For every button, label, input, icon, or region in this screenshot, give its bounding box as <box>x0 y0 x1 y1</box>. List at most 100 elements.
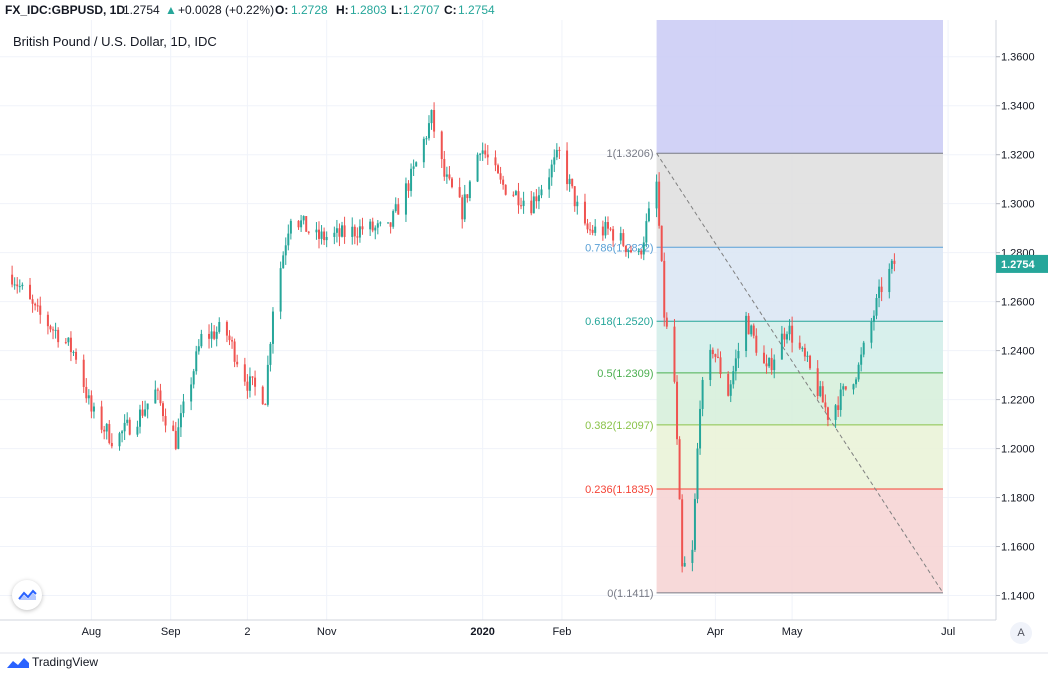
candle-body <box>427 123 430 139</box>
candle-body <box>568 178 571 185</box>
candle-body <box>550 164 553 178</box>
candle-body <box>844 386 847 390</box>
candle-body <box>243 364 246 382</box>
candle-body <box>788 325 791 335</box>
price-chart[interactable]: 1(1.3206) 0.786(1.2822) 0.618(1.2520) 0.5(1… <box>0 20 1048 654</box>
candle-body <box>138 409 141 427</box>
candle-body <box>476 154 479 182</box>
candle-body <box>208 333 211 339</box>
candle-body <box>200 333 203 347</box>
time-tick-label: Feb <box>552 626 571 638</box>
fib-level-label: 0.382(1.2097) <box>585 420 654 432</box>
candle-body <box>284 245 287 256</box>
candle-body <box>576 201 579 207</box>
fib-level-label: 0.618(1.2520) <box>585 316 654 328</box>
open-label: O: <box>275 3 289 17</box>
candle-body <box>762 352 765 364</box>
auto-scale-button[interactable]: A <box>1010 622 1032 644</box>
candle-body <box>213 331 216 339</box>
candle-body <box>450 178 453 188</box>
candle-body <box>878 286 881 298</box>
chart-title: British Pound / U.S. Dollar, 1D, IDC <box>13 34 217 49</box>
change-value: +0.0028 (+0.22%) <box>178 3 275 17</box>
low-label: L: <box>391 3 403 17</box>
candle-body <box>499 173 502 180</box>
candle-body <box>627 250 630 253</box>
time-tick-label: Apr <box>707 626 724 638</box>
candle-body <box>604 222 607 236</box>
candle-body <box>589 229 592 231</box>
candle-body <box>353 226 356 237</box>
candle-body <box>156 389 159 391</box>
candle-body <box>90 395 93 412</box>
candle-body <box>842 386 845 390</box>
candle-body <box>67 337 70 343</box>
candle-body <box>407 183 410 191</box>
candle-body <box>271 311 274 344</box>
candle-body <box>872 315 875 322</box>
candle-body <box>448 174 451 179</box>
candle-body <box>123 422 126 432</box>
candle-body <box>215 331 218 339</box>
close-label: C: <box>444 3 457 17</box>
candle-body <box>430 110 433 124</box>
candle-body <box>676 381 679 440</box>
candle-body <box>502 179 505 185</box>
candle-body <box>591 229 594 233</box>
candle-body <box>54 329 57 331</box>
candle-body <box>522 200 525 207</box>
candle-body <box>325 236 328 241</box>
candle-body <box>323 231 326 241</box>
candle-body <box>300 220 303 228</box>
candle-body <box>798 342 801 349</box>
candle-body <box>358 226 361 238</box>
candle-body <box>606 222 609 229</box>
candle-body <box>494 157 497 166</box>
candle-body <box>374 227 377 231</box>
fib-extension-zone <box>656 20 943 154</box>
fib-level-label: 1(1.3206) <box>606 148 653 160</box>
candle-body <box>622 233 625 246</box>
candle-body <box>233 341 236 362</box>
candle-body <box>72 351 75 353</box>
candle-body <box>640 250 643 255</box>
candle-body <box>443 159 446 177</box>
candle-body <box>809 355 812 369</box>
tradingview-badge-button[interactable] <box>12 580 42 610</box>
candle-body <box>11 274 14 285</box>
candle-body <box>826 407 829 420</box>
candle-body <box>75 351 78 360</box>
candle-body <box>195 351 198 372</box>
candle-body <box>387 222 390 224</box>
candle-body <box>36 305 39 307</box>
candle-body <box>716 356 719 358</box>
candle-body <box>601 226 604 236</box>
price-tick-label: 1.3200 <box>1001 150 1035 162</box>
candle-body <box>637 250 640 253</box>
candle-body <box>691 549 694 563</box>
candle-body <box>351 226 354 237</box>
candle-body <box>297 220 300 228</box>
candle-body <box>174 430 177 449</box>
candle-body <box>537 195 540 202</box>
candle-body <box>39 305 42 315</box>
candle-body <box>49 326 52 330</box>
candle-body <box>287 233 290 246</box>
candle-body <box>893 260 896 264</box>
candle-body <box>266 364 269 405</box>
fib-band <box>656 247 943 322</box>
candle-body <box>663 260 666 318</box>
candle-body <box>711 349 714 355</box>
candle-body <box>369 221 372 230</box>
candle-body <box>594 226 597 233</box>
candle-body <box>755 335 758 353</box>
candle-body <box>481 150 484 154</box>
candle-body <box>719 357 722 375</box>
candle-body <box>103 429 106 432</box>
candle-body <box>315 229 318 233</box>
candle-body <box>210 331 213 339</box>
candle-body <box>218 322 221 332</box>
candle-body <box>612 229 615 241</box>
candle-body <box>645 221 648 243</box>
candle-body <box>696 448 699 499</box>
